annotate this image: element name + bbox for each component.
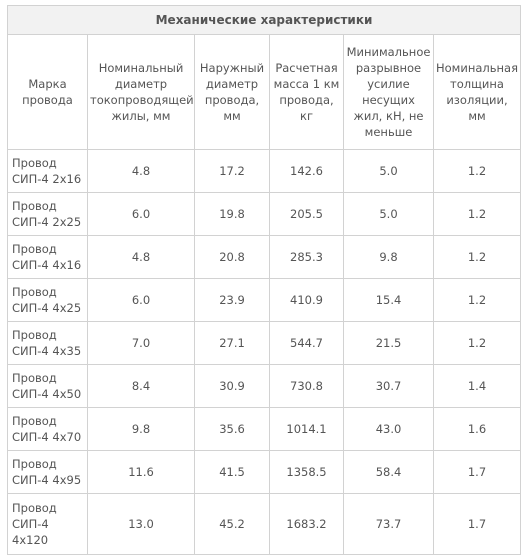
cell-outer-diameter: 17.2 [194, 149, 270, 193]
table-row: Провод СИП-4 4х95 11.6 41.5 1358.5 58.4 1.7 [7, 450, 521, 494]
cell-insulation-thickness: 1.7 [433, 493, 521, 555]
column-header-conductor-diameter: Номинальный диаметр токопроводящей жилы,… [87, 34, 195, 150]
cell-breaking-force: 5.0 [343, 192, 434, 236]
cell-conductor-diameter: 4.8 [87, 235, 195, 279]
cell-insulation-thickness: 1.4 [433, 364, 521, 408]
cell-mass: 205.5 [269, 192, 344, 236]
cell-conductor-diameter: 6.0 [87, 192, 195, 236]
cell-mass: 1014.1 [269, 407, 344, 451]
table-row: Провод СИП-4 4х35 7.0 27.1 544.7 21.5 1.2 [7, 321, 521, 365]
cell-brand: Провод СИП-4 2х16 [7, 149, 88, 193]
cell-outer-diameter: 35.6 [194, 407, 270, 451]
cell-breaking-force: 73.7 [343, 493, 434, 555]
cell-outer-diameter: 45.2 [194, 493, 270, 555]
column-header-outer-diameter: Наружный диаметр провода, мм [194, 34, 270, 150]
cell-conductor-diameter: 9.8 [87, 407, 195, 451]
cell-brand: Провод СИП-4 4х50 [7, 364, 88, 408]
table-row: Провод СИП-4 2х16 4.8 17.2 142.6 5.0 1.2 [7, 149, 521, 193]
cell-mass: 285.3 [269, 235, 344, 279]
cell-insulation-thickness: 1.2 [433, 192, 521, 236]
cell-outer-diameter: 20.8 [194, 235, 270, 279]
cell-conductor-diameter: 11.6 [87, 450, 195, 494]
cell-conductor-diameter: 8.4 [87, 364, 195, 408]
table-title: Механические характеристики [7, 5, 521, 35]
cell-brand: Провод СИП-4 4х95 [7, 450, 88, 494]
cell-breaking-force: 21.5 [343, 321, 434, 365]
table-body: Провод СИП-4 2х16 4.8 17.2 142.6 5.0 1.2 Прово… [7, 149, 521, 555]
column-header-insulation-thickness: Номинальная толщина изоляции, мм [433, 34, 521, 150]
cell-breaking-force: 15.4 [343, 278, 434, 322]
table-row: Провод СИП-4 4х50 8.4 30.9 730.8 30.7 1.4 [7, 364, 521, 408]
cell-insulation-thickness: 1.2 [433, 149, 521, 193]
table-header-row: Марка провода Номинальный диаметр токопр… [7, 34, 521, 150]
cell-insulation-thickness: 1.6 [433, 407, 521, 451]
cell-insulation-thickness: 1.2 [433, 321, 521, 365]
cell-breaking-force: 58.4 [343, 450, 434, 494]
cell-brand: Провод СИП-4 4х70 [7, 407, 88, 451]
cell-brand: Провод СИП-4 2х25 [7, 192, 88, 236]
cell-insulation-thickness: 1.7 [433, 450, 521, 494]
cell-conductor-diameter: 7.0 [87, 321, 195, 365]
table-row: Провод СИП-4 4х120 13.0 45.2 1683.2 73.7 1.7 [7, 493, 521, 555]
mechanical-characteristics-table: Механические характеристики Марка провод… [7, 5, 521, 555]
cell-brand: Провод СИП-4 4х120 [7, 493, 88, 555]
cell-mass: 544.7 [269, 321, 344, 365]
cell-breaking-force: 30.7 [343, 364, 434, 408]
column-header-breaking-force: Минимальное разрывное усилие несущих жил… [343, 34, 434, 150]
cell-conductor-diameter: 4.8 [87, 149, 195, 193]
cell-insulation-thickness: 1.2 [433, 278, 521, 322]
characteristics-table-container: Механические характеристики Марка провод… [7, 5, 521, 555]
table-title-row: Механические характеристики [7, 5, 521, 35]
cell-brand: Провод СИП-4 4х35 [7, 321, 88, 365]
cell-breaking-force: 43.0 [343, 407, 434, 451]
cell-conductor-diameter: 13.0 [87, 493, 195, 555]
table-row: Провод СИП-4 4х16 4.8 20.8 285.3 9.8 1.2 [7, 235, 521, 279]
cell-breaking-force: 9.8 [343, 235, 434, 279]
cell-mass: 1358.5 [269, 450, 344, 494]
column-header-mass: Расчетная масса 1 км провода, кг [269, 34, 344, 150]
cell-outer-diameter: 23.9 [194, 278, 270, 322]
cell-brand: Провод СИП-4 4х16 [7, 235, 88, 279]
cell-brand: Провод СИП-4 4х25 [7, 278, 88, 322]
cell-outer-diameter: 41.5 [194, 450, 270, 494]
cell-insulation-thickness: 1.2 [433, 235, 521, 279]
cell-mass: 410.9 [269, 278, 344, 322]
cell-outer-diameter: 30.9 [194, 364, 270, 408]
cell-breaking-force: 5.0 [343, 149, 434, 193]
cell-outer-diameter: 27.1 [194, 321, 270, 365]
cell-mass: 730.8 [269, 364, 344, 408]
table-row: Провод СИП-4 4х25 6.0 23.9 410.9 15.4 1.2 [7, 278, 521, 322]
cell-outer-diameter: 19.8 [194, 192, 270, 236]
cell-conductor-diameter: 6.0 [87, 278, 195, 322]
cell-mass: 1683.2 [269, 493, 344, 555]
table-row: Провод СИП-4 4х70 9.8 35.6 1014.1 43.0 1.6 [7, 407, 521, 451]
table-row: Провод СИП-4 2х25 6.0 19.8 205.5 5.0 1.2 [7, 192, 521, 236]
column-header-brand: Марка провода [7, 34, 88, 150]
cell-mass: 142.6 [269, 149, 344, 193]
